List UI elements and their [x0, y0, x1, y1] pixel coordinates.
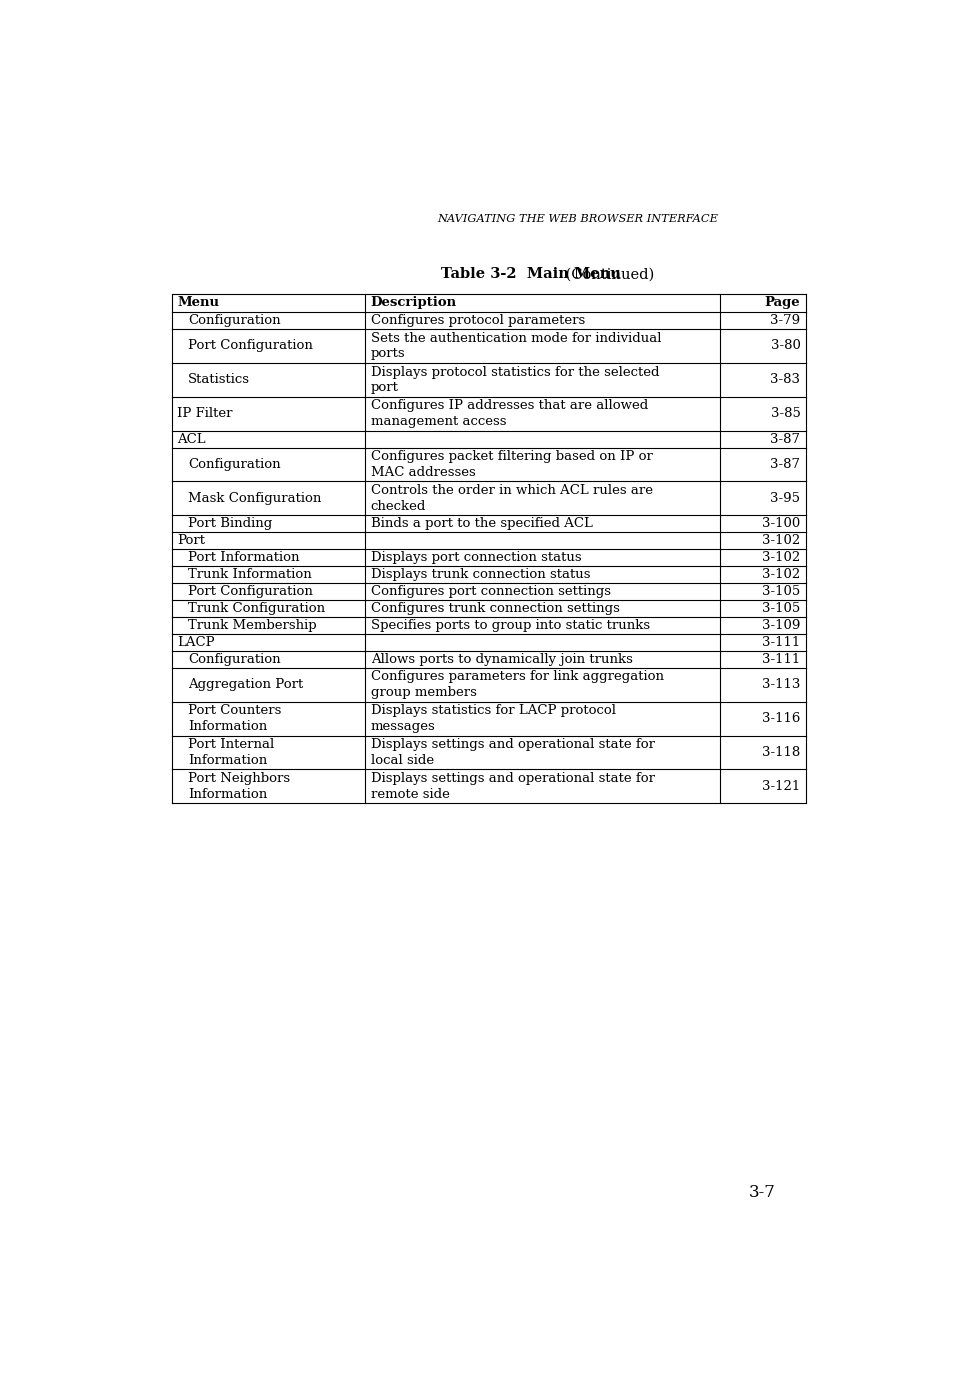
Text: 3-121: 3-121 [761, 780, 800, 793]
Text: Configuration: Configuration [188, 652, 280, 666]
Text: Port Configuration: Port Configuration [188, 340, 313, 353]
Text: Displays trunk connection status: Displays trunk connection status [371, 568, 590, 582]
Text: Port Information: Port Information [188, 551, 299, 564]
Text: local side: local side [371, 754, 434, 766]
Text: Specifies ports to group into static trunks: Specifies ports to group into static tru… [371, 619, 649, 632]
Text: Configures IP addresses that are allowed: Configures IP addresses that are allowed [371, 400, 647, 412]
Text: Configures trunk connection settings: Configures trunk connection settings [371, 602, 618, 615]
Text: 3-116: 3-116 [761, 712, 800, 725]
Text: Statistics: Statistics [188, 373, 250, 386]
Text: Binds a port to the specified ACL: Binds a port to the specified ACL [371, 518, 592, 530]
Text: MAC addresses: MAC addresses [371, 466, 475, 479]
Text: 3-87: 3-87 [770, 433, 800, 446]
Text: Trunk Configuration: Trunk Configuration [188, 602, 325, 615]
Text: 3-100: 3-100 [761, 518, 800, 530]
Text: 3-109: 3-109 [761, 619, 800, 632]
Text: Displays settings and operational state for: Displays settings and operational state … [371, 738, 654, 751]
Text: LACP: LACP [177, 636, 214, 650]
Text: Configuration: Configuration [188, 458, 280, 471]
Text: 3-118: 3-118 [761, 745, 800, 759]
Text: Port Binding: Port Binding [188, 518, 273, 530]
Text: Trunk Membership: Trunk Membership [188, 619, 316, 632]
Text: 3-102: 3-102 [761, 534, 800, 547]
Text: Displays statistics for LACP protocol: Displays statistics for LACP protocol [371, 704, 615, 718]
Text: 3-83: 3-83 [770, 373, 800, 386]
Text: management access: management access [371, 415, 506, 428]
Text: Trunk Information: Trunk Information [188, 568, 312, 582]
Text: 3-80: 3-80 [770, 340, 800, 353]
Text: Configures port connection settings: Configures port connection settings [371, 586, 610, 598]
Text: Allows ports to dynamically join trunks: Allows ports to dynamically join trunks [371, 652, 632, 666]
Text: Information: Information [188, 720, 267, 733]
Text: ports: ports [371, 347, 405, 361]
Text: 3-111: 3-111 [761, 652, 800, 666]
Text: Configures parameters for link aggregation: Configures parameters for link aggregati… [371, 670, 663, 683]
Text: Page: Page [764, 297, 800, 310]
Text: 3-105: 3-105 [761, 586, 800, 598]
Text: 3-105: 3-105 [761, 602, 800, 615]
Text: IP Filter: IP Filter [177, 407, 233, 421]
Text: 3-111: 3-111 [761, 636, 800, 650]
Text: NAVIGATING THE WEB BROWSER INTERFACE: NAVIGATING THE WEB BROWSER INTERFACE [436, 214, 718, 223]
Text: Table 3-2  Main Menu: Table 3-2 Main Menu [440, 268, 620, 282]
Text: Port Neighbors: Port Neighbors [188, 772, 290, 786]
Text: Port Configuration: Port Configuration [188, 586, 313, 598]
Text: checked: checked [371, 500, 426, 512]
Text: messages: messages [371, 720, 435, 733]
Text: 3-113: 3-113 [761, 679, 800, 691]
Text: 3-85: 3-85 [770, 407, 800, 421]
Text: Sets the authentication mode for individual: Sets the authentication mode for individ… [371, 332, 660, 344]
Text: 3-7: 3-7 [748, 1184, 775, 1202]
Text: Displays port connection status: Displays port connection status [371, 551, 580, 564]
Text: Displays settings and operational state for: Displays settings and operational state … [371, 772, 654, 786]
Text: group members: group members [371, 686, 476, 700]
Text: Configures packet filtering based on IP or: Configures packet filtering based on IP … [371, 450, 652, 464]
Text: 3-102: 3-102 [761, 551, 800, 564]
Text: 3-79: 3-79 [769, 314, 800, 328]
Text: (Continued): (Continued) [560, 268, 654, 282]
Text: Information: Information [188, 754, 267, 766]
Text: ACL: ACL [177, 433, 206, 446]
Text: 3-102: 3-102 [761, 568, 800, 582]
Text: port: port [371, 382, 398, 394]
Text: remote side: remote side [371, 788, 449, 801]
Text: Information: Information [188, 788, 267, 801]
Text: Port: Port [177, 534, 205, 547]
Text: Configures protocol parameters: Configures protocol parameters [371, 314, 584, 328]
Text: Mask Configuration: Mask Configuration [188, 491, 321, 505]
Text: Aggregation Port: Aggregation Port [188, 679, 303, 691]
Text: Configuration: Configuration [188, 314, 280, 328]
Text: Port Counters: Port Counters [188, 704, 281, 718]
Text: Menu: Menu [177, 297, 219, 310]
Text: 3-87: 3-87 [770, 458, 800, 471]
Text: Controls the order in which ACL rules are: Controls the order in which ACL rules ar… [371, 484, 652, 497]
Text: 3-95: 3-95 [770, 491, 800, 505]
Text: Displays protocol statistics for the selected: Displays protocol statistics for the sel… [371, 365, 659, 379]
Text: Description: Description [371, 297, 456, 310]
Text: Port Internal: Port Internal [188, 738, 274, 751]
